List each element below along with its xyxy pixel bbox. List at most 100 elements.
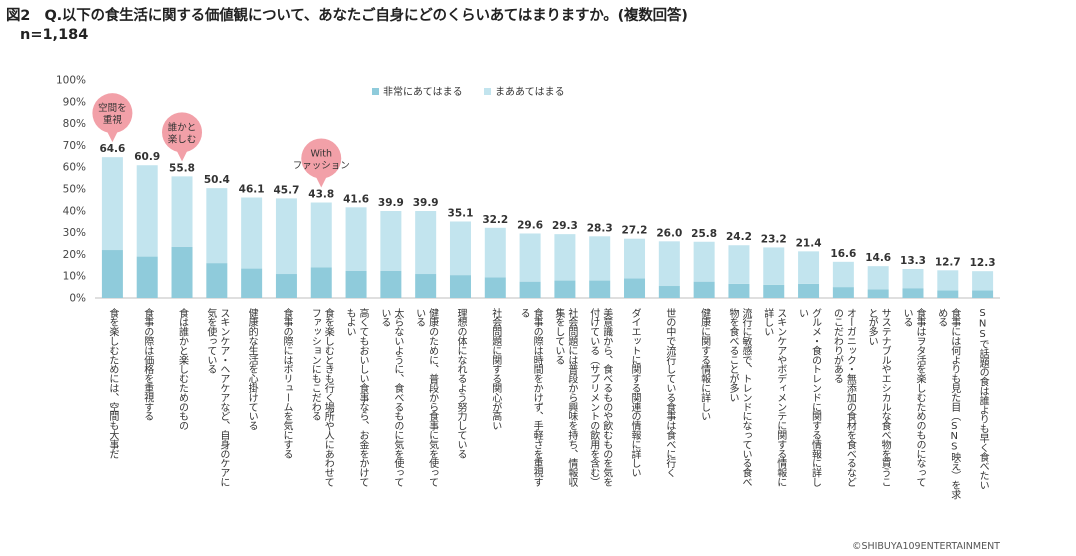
bar-very-much (832, 287, 854, 298)
bar-somewhat (902, 269, 924, 289)
bar-very-much (902, 288, 924, 298)
bar-total-label: 41.6 (343, 193, 369, 205)
category-label: いる (379, 308, 390, 327)
bar-very-much (763, 284, 785, 298)
bar-somewhat (415, 211, 437, 275)
bar-total-label: 12.7 (935, 256, 961, 268)
bar-very-much (101, 250, 123, 298)
callout-pointer (106, 130, 119, 143)
y-tick-label: 40% (63, 205, 86, 217)
bar-total-label: 64.6 (99, 143, 125, 155)
bar-somewhat (519, 233, 541, 282)
bar-somewhat (345, 207, 367, 271)
bar-somewhat (136, 165, 158, 257)
category-label: 食事の際にはボリュームを気にする (281, 307, 293, 459)
category-label: いる (901, 308, 912, 327)
bar-somewhat (867, 266, 889, 290)
bar-total-label: 25.8 (691, 228, 717, 240)
bar-somewhat (206, 188, 228, 264)
bar-somewhat (310, 202, 332, 268)
bar-total-label: 46.1 (239, 184, 265, 196)
category-label: 健康のために、普段から食事に気を使って (427, 308, 439, 487)
bar-total-label: 23.2 (761, 233, 787, 245)
category-label: 詳しい (762, 307, 774, 336)
category-label: 理想の体になれるよう努力している (455, 308, 467, 459)
bar-very-much (937, 290, 959, 298)
callout-bubble (162, 112, 203, 153)
category-label: 食事はヲタ活を楽しむためのものになって (914, 307, 926, 487)
bar-very-much (310, 267, 332, 298)
legend-swatch-somewhat (484, 88, 491, 95)
category-label: スキンケアやボディメンテに関する情報に (775, 308, 787, 487)
callout-text: 重視 (103, 114, 123, 126)
category-label: る (518, 308, 529, 318)
bar-total-label: 45.7 (273, 184, 299, 196)
bar-total-label: 35.1 (448, 207, 474, 219)
bar-very-much (624, 278, 646, 298)
legend-swatch-very-much (372, 88, 379, 95)
bar-somewhat (972, 271, 994, 291)
bar-total-label: 50.4 (204, 174, 230, 186)
callout-text: 楽しむ (168, 133, 197, 145)
bar-somewhat (101, 157, 123, 251)
callout-text: 空間を (98, 102, 127, 114)
category-label: 集をしている (553, 307, 565, 365)
callout-pointer (315, 175, 328, 188)
bar-somewhat (763, 247, 785, 285)
bar-very-much (275, 274, 297, 298)
category-label: 食は誰かと楽しむためのもの (177, 307, 189, 431)
bar-very-much (519, 281, 541, 298)
category-label: 流行に敏感で、トレンドになっている食べ (740, 307, 752, 487)
bar-very-much (693, 281, 715, 298)
bar-very-much (449, 275, 471, 298)
bar-very-much (589, 280, 611, 298)
bar-very-much (728, 283, 750, 298)
bar-total-label: 43.8 (308, 189, 334, 201)
bar-very-much (241, 268, 263, 298)
callout-text: With (310, 149, 332, 160)
y-tick-label: 20% (63, 249, 86, 261)
category-label: 高くてもおいしい食事なら、お金をかけて (357, 307, 369, 487)
bar-very-much (867, 289, 889, 298)
category-label: 食を楽しむときも行く場所や人にあわせて (322, 307, 334, 487)
category-label: 社会問題に関する関心が高い (490, 307, 502, 430)
bar-somewhat (589, 236, 611, 281)
bar-somewhat (937, 270, 959, 291)
bar-very-much (345, 270, 367, 298)
sample-size: n=1,184 (20, 27, 89, 43)
bar-very-much (554, 280, 576, 298)
y-tick-label: 60% (63, 162, 86, 174)
category-label: 太らないように、食べるものに気を使って (392, 307, 404, 487)
category-label: SNSで話題の食は誰よりも早く食べたい (977, 308, 989, 490)
category-label: オーガニック・無添加の食材を食べるなど (844, 308, 856, 487)
category-label: グルメ・食のトレンドに関する情報に詳し (810, 308, 822, 487)
category-label: 健康的な生活を心掛けている (246, 308, 258, 431)
category-label: 食事の際は価格を重視する (142, 307, 154, 421)
bar-total-label: 39.9 (413, 197, 439, 209)
category-label: 食を楽しむためには、空間も大事だ (107, 307, 119, 459)
bar-somewhat (693, 241, 715, 282)
bar-somewhat (241, 197, 263, 269)
bar-somewhat (832, 261, 854, 288)
y-tick-label: 70% (63, 140, 86, 152)
category-label: 美意識から、食べるものや飲むものを気を (601, 307, 613, 487)
bar-very-much (415, 274, 437, 298)
category-label: 健康に関する情報に詳しい (699, 308, 711, 421)
category-label: い (797, 308, 808, 317)
bar-very-much (658, 286, 680, 298)
legend-label-somewhat: まああてはまる (495, 86, 565, 98)
category-label: のこだわりがある (831, 308, 843, 384)
bar-somewhat (554, 234, 576, 281)
category-label: 世の中で流行している食事は食べに行く (664, 308, 676, 478)
y-tick-label: 0% (69, 293, 86, 305)
bar-total-label: 12.3 (970, 257, 996, 269)
category-label: 物を食べることが多い (727, 307, 739, 402)
bar-somewhat (484, 227, 506, 278)
bar-total-label: 21.4 (796, 237, 822, 249)
bar-total-label: 32.2 (482, 214, 508, 226)
y-tick-label: 100% (56, 75, 86, 87)
chart-header: 図2 Q.以下の食生活に関する価値観について、あなたご自身にどのくらいあてはまり… (6, 4, 688, 43)
bar-total-label: 28.3 (587, 222, 613, 234)
bar-total-label: 39.9 (378, 197, 404, 209)
